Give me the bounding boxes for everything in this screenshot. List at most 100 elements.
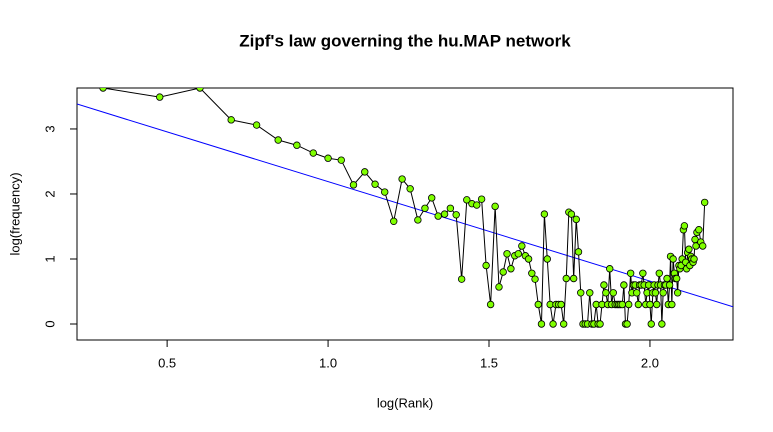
data-point [503,250,511,258]
data-point [669,255,677,263]
data-point [406,185,414,193]
data-point [381,188,389,196]
data-point [398,175,406,183]
data-point [651,289,660,297]
data-point [524,255,533,263]
data-point [600,281,608,289]
x-tick-label: 2.0 [641,355,659,370]
data-point [557,300,565,309]
data-point [540,210,549,218]
data-point [274,136,282,144]
data-point [543,255,551,263]
data-point [452,211,460,219]
data-point [668,300,676,309]
y-tick-label: 2 [42,190,57,197]
data-point [699,242,707,250]
data-point [457,275,466,283]
data-point [596,320,604,328]
data-point [658,320,666,328]
data-line [102,88,706,325]
y-tick-label: 1 [42,255,57,262]
data-point [673,289,682,297]
data-point [349,181,358,189]
data-point [196,88,204,92]
data-point [518,242,526,250]
data-point [685,245,693,253]
data-point [663,274,671,283]
data-point [572,215,580,224]
plot-frame [76,87,734,341]
data-point [549,320,557,328]
data-point [491,202,499,211]
plot-area [77,88,733,328]
data-point [414,216,422,224]
data-point [633,289,641,297]
data-point [428,194,436,202]
y-tick-label: 0 [42,320,57,327]
data-point [421,204,429,212]
data-point [655,269,663,277]
data-point [463,196,471,204]
data-point [227,116,235,124]
chart-title: Zipf's law governing the hu.MAP network [239,31,571,50]
data-point [495,283,503,291]
data-point [602,289,610,297]
data-point [625,300,633,309]
data-point [567,210,576,218]
data-point [252,121,261,129]
data-point [574,248,583,256]
data-point [371,180,379,188]
data-point [700,198,709,207]
data-point [559,320,568,328]
data-point [695,226,703,234]
data-point [434,212,442,220]
data-point [653,300,661,309]
data-point [534,300,542,309]
data-point [531,275,539,283]
data-point [486,300,495,309]
y-tick-label: 3 [42,125,57,132]
data-point [690,255,698,263]
data-point [620,281,628,289]
fit-line [77,103,733,308]
x-tick-label: 1.0 [319,355,337,370]
data-point [680,222,689,230]
data-point [577,289,585,297]
data-point [618,300,626,309]
data-point [390,217,398,225]
data-point [440,210,449,218]
data-point [477,195,486,203]
data-point [569,274,578,283]
x-tick-label: 0.5 [158,355,176,370]
data-point [672,274,681,283]
data-point [665,281,674,289]
data-point [473,201,481,209]
data-point [446,204,455,212]
data-point [639,269,647,277]
data-point [606,265,614,273]
data-point [528,269,536,277]
x-axis-label: log(Rank) [377,395,433,410]
data-point [309,149,317,157]
data-point [623,320,631,328]
data-point [537,320,546,328]
data-point [562,274,570,283]
data-point [337,156,345,164]
data-point [499,268,507,276]
data-point [99,88,107,92]
data-point [586,289,594,297]
data-point [293,141,301,149]
data-point [659,289,667,297]
data-point [646,300,654,309]
data-point [156,93,164,101]
data-point [482,261,490,270]
data-point [609,289,617,297]
data-point [626,269,635,277]
data-point [324,154,332,162]
y-axis-label: log(frequency) [7,172,22,255]
x-tick-label: 1.5 [480,355,498,370]
data-point [634,300,643,309]
data-point [507,265,515,273]
data-point [361,168,369,176]
